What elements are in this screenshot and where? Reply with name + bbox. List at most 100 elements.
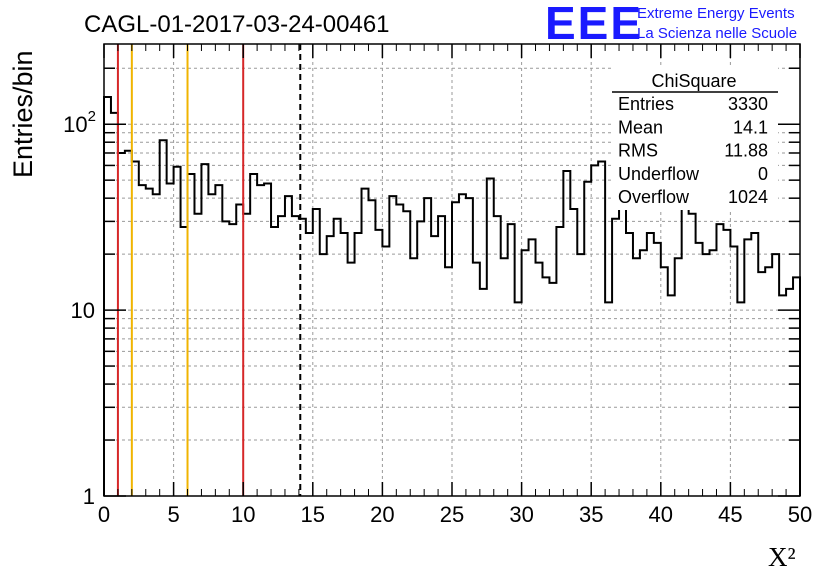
histogram-bin — [452, 202, 459, 496]
histogram-bin — [633, 258, 640, 496]
histogram-bin — [730, 246, 737, 496]
histogram-bin — [403, 211, 410, 496]
histogram-bin — [257, 185, 264, 496]
histogram-bin — [494, 216, 501, 496]
histogram-bin — [508, 224, 515, 496]
histogram-bin — [306, 233, 313, 496]
histogram-bin — [188, 174, 195, 496]
histogram-bin — [355, 233, 362, 496]
histogram-bin — [459, 194, 466, 496]
x-tick-label: 30 — [509, 502, 533, 527]
histogram-bin — [480, 289, 487, 496]
histogram-bin — [682, 207, 689, 496]
histogram-bin — [661, 267, 668, 496]
histogram-bin — [765, 267, 772, 496]
histogram-bin — [675, 258, 682, 496]
stats-box: ChiSquare Entries 3330 Mean 14.1 RMS 11.88 Unde… — [612, 66, 778, 210]
histogram-bin — [696, 243, 703, 496]
histogram-bin — [445, 267, 452, 496]
histogram-bin — [710, 250, 717, 496]
logo-line-2: La Scienza nelle Scuole — [637, 25, 798, 42]
histogram-bin — [382, 246, 389, 496]
histogram-bin — [536, 263, 543, 496]
x-tick-label: 50 — [788, 502, 812, 527]
stats-row-label: Underflow — [618, 164, 700, 184]
x-tick-label: 35 — [579, 502, 603, 527]
histogram-bin — [501, 258, 508, 496]
histogram-bin — [327, 236, 334, 496]
histogram-bin — [250, 174, 257, 496]
histogram-bin — [647, 233, 654, 496]
histogram-bin — [132, 161, 139, 496]
histogram-bin — [118, 153, 125, 496]
histogram-bin — [654, 243, 661, 496]
histogram-bin — [375, 230, 382, 496]
histogram-bin — [362, 189, 369, 496]
histogram-bin — [222, 221, 229, 496]
histogram-bin — [334, 219, 341, 496]
histogram-bin — [285, 196, 292, 496]
logo-line-1: Extreme Energy Events — [637, 5, 795, 22]
stats-row-label: RMS — [618, 141, 658, 161]
histogram-bin — [153, 194, 160, 496]
stats-box-title: ChiSquare — [651, 71, 736, 91]
histogram-bin — [264, 183, 271, 496]
histogram-bin — [278, 216, 285, 496]
histogram-bin — [619, 207, 626, 496]
stats-box-background — [612, 66, 778, 210]
stats-row-value: 11.88 — [724, 141, 768, 161]
x-tick-label: 0 — [98, 502, 110, 527]
histogram-bin — [181, 227, 188, 496]
histogram-bin — [410, 258, 417, 496]
histogram-bin — [160, 140, 167, 496]
histogram-bin — [389, 196, 396, 496]
axis-ticks — [103, 44, 801, 497]
stats-row-value: 0 — [758, 164, 768, 184]
histogram-bin — [605, 302, 612, 496]
histogram-bin — [194, 214, 201, 496]
histogram-bin — [737, 302, 744, 496]
stats-row-label: Overflow — [618, 187, 690, 207]
histogram-bin — [668, 295, 675, 496]
histogram-bin — [744, 239, 751, 496]
histogram-bin — [522, 250, 529, 496]
histogram-bin — [591, 165, 598, 496]
histogram-bin — [640, 250, 647, 496]
histogram-bin — [466, 198, 473, 496]
histogram-bin — [786, 289, 793, 496]
histogram-bin — [612, 219, 619, 496]
x-tick-label: 5 — [167, 502, 179, 527]
histogram-bin — [723, 230, 730, 496]
x-tick-label: 25 — [440, 502, 464, 527]
histogram-bin — [772, 254, 779, 496]
histogram-bin — [689, 214, 696, 496]
axis-labels: 0 5 10 15 20 25 30 35 40 45 50 1 10 102 — [63, 108, 812, 527]
histogram-bin — [139, 185, 146, 496]
histogram-bin — [271, 227, 278, 496]
histogram-bin — [703, 254, 710, 496]
histogram-bin — [320, 254, 327, 496]
x-tick-label: 45 — [718, 502, 742, 527]
histogram-bin — [313, 209, 320, 496]
histogram-bin — [292, 216, 299, 496]
histogram-bin — [529, 239, 536, 496]
histogram-bin — [167, 183, 174, 496]
histogram-bin — [438, 216, 445, 496]
histogram-bin — [515, 302, 522, 496]
reference-lines — [116, 44, 302, 496]
histogram-bin — [174, 167, 181, 496]
histogram-bin — [577, 254, 584, 496]
histogram-bin — [758, 272, 765, 496]
x-tick-label: 20 — [370, 502, 394, 527]
histogram-bin — [487, 179, 494, 496]
histogram-bin — [626, 233, 633, 496]
x-tick-label: 10 — [231, 502, 255, 527]
stats-row-value: 14.1 — [733, 117, 768, 137]
histogram-bin — [104, 97, 111, 496]
stats-row-label: Mean — [618, 117, 663, 137]
histogram-bin — [716, 224, 723, 496]
histogram-bin — [563, 171, 570, 496]
y-tick-label: 10 — [71, 298, 95, 323]
stats-row-value: 3330 — [728, 94, 768, 114]
